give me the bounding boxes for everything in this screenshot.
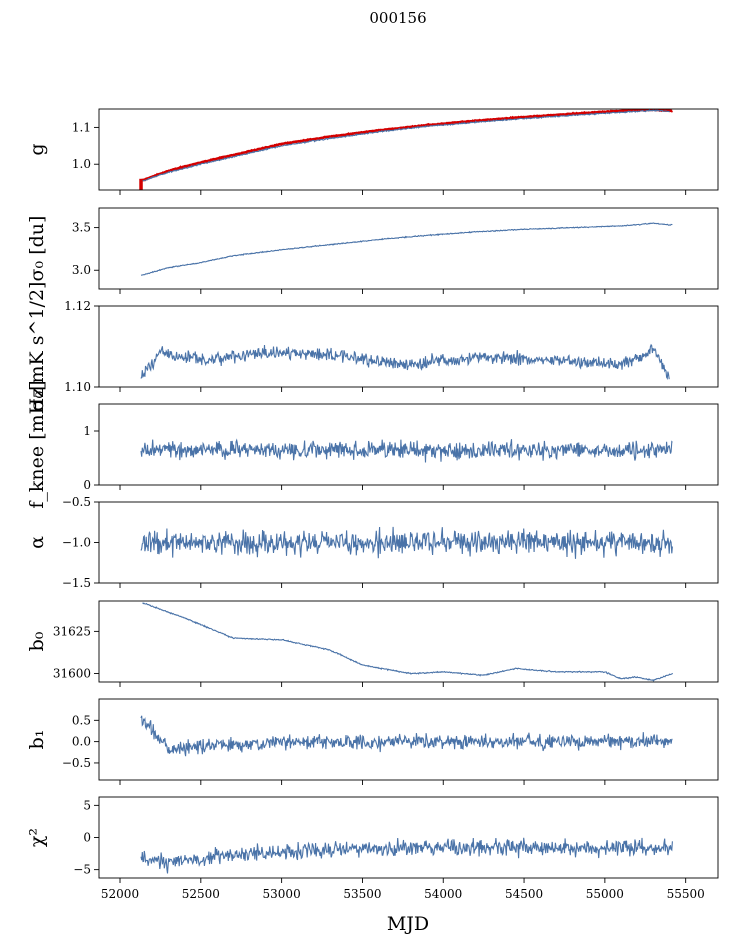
x-tick-label: 52500	[182, 887, 220, 901]
axes-frame	[98, 207, 719, 290]
y-tick-label: 3.0	[72, 263, 91, 277]
series-line-sigma0-calibrated	[140, 343, 670, 380]
y-tick-label: 31625	[53, 624, 91, 638]
series-line-gain-model	[142, 109, 670, 182]
y-axis-label: f_knee [mHz]	[26, 380, 48, 508]
panel-alpha: −1.5 −1.0 −0.5 α	[26, 495, 719, 590]
y-tick-label: 0.5	[72, 713, 91, 727]
axes-frame	[98, 698, 719, 781]
panel-b0: 31600 31625 b₀	[26, 600, 719, 687]
y-axis-label: σ₀ [du]	[26, 216, 48, 282]
y-tick-label: −0.5	[62, 756, 91, 770]
y-tick-label: 1.12	[64, 299, 91, 313]
y-tick-label: 1	[83, 424, 91, 438]
x-axis-label: MJD	[387, 913, 429, 935]
y-axis-label: b₁	[26, 730, 48, 750]
axes-frame	[98, 403, 719, 486]
x-tick-label: 53500	[343, 887, 381, 901]
y-axis-label: χ²	[26, 828, 48, 847]
y-axis-label: α	[26, 536, 48, 549]
y-axis-label: b₀	[26, 631, 48, 651]
y-tick-label: 31600	[53, 667, 91, 681]
axes-frame	[98, 796, 719, 879]
y-tick-label: 0	[83, 831, 91, 845]
series-line-fknee	[140, 438, 673, 463]
panel-fknee: 0 1 f_knee [mHz]	[26, 380, 719, 509]
y-tick-label: 0	[83, 478, 91, 492]
panel-sigma0_mK: 1.10 1.12 σ₀[mK s^1/2]	[26, 282, 719, 412]
axes-frame	[98, 600, 719, 683]
x-tick-label: 55500	[667, 887, 705, 901]
axes-frame	[98, 108, 719, 191]
y-tick-label: −1.0	[62, 536, 91, 550]
series-line-sigma0	[140, 222, 673, 276]
axes-frame	[98, 305, 719, 388]
x-tick-label: 54500	[505, 887, 543, 901]
panel-sigma0_du: 3.0 3.5 σ₀ [du]	[26, 207, 719, 294]
y-tick-label: −5	[73, 863, 91, 877]
series-line-gain	[140, 109, 673, 183]
panel-b1: −0.5 0.0 0.5 b₁	[26, 698, 719, 785]
y-tick-label: 1.10	[64, 380, 91, 394]
y-axis-label: σ₀[mK s^1/2]	[26, 282, 48, 412]
y-tick-label: 0.0	[72, 735, 91, 749]
panel-g: 1.0 1.1 g	[26, 108, 719, 195]
y-tick-label: 5	[83, 798, 91, 812]
x-tick-label: 54000	[424, 887, 462, 901]
figure-title: 000156	[369, 9, 426, 27]
x-tick-label: 52000	[101, 887, 139, 901]
series-line-alpha	[140, 526, 673, 559]
series-line-b0	[142, 602, 674, 682]
series-line-b1	[140, 715, 673, 757]
y-tick-label: −1.5	[62, 576, 91, 590]
y-tick-label: 1.1	[72, 120, 91, 134]
y-tick-label: 1.0	[72, 157, 91, 171]
series-line-chi2	[140, 837, 673, 874]
y-tick-label: −0.5	[62, 495, 91, 509]
y-axis-label: g	[26, 143, 48, 155]
panels: 1.0 1.1 g 3.0 3.5 σ₀ [du] 1.10 1.12 σ₀[mK s^1/2]…	[26, 108, 719, 901]
x-tick-label: 55000	[586, 887, 624, 901]
x-tick-label: 53000	[263, 887, 301, 901]
panel-chi2: −5 0 5 52000 52500 53000 53500 54000 54500 55000 5…	[26, 796, 719, 901]
y-tick-label: 3.5	[72, 221, 91, 235]
